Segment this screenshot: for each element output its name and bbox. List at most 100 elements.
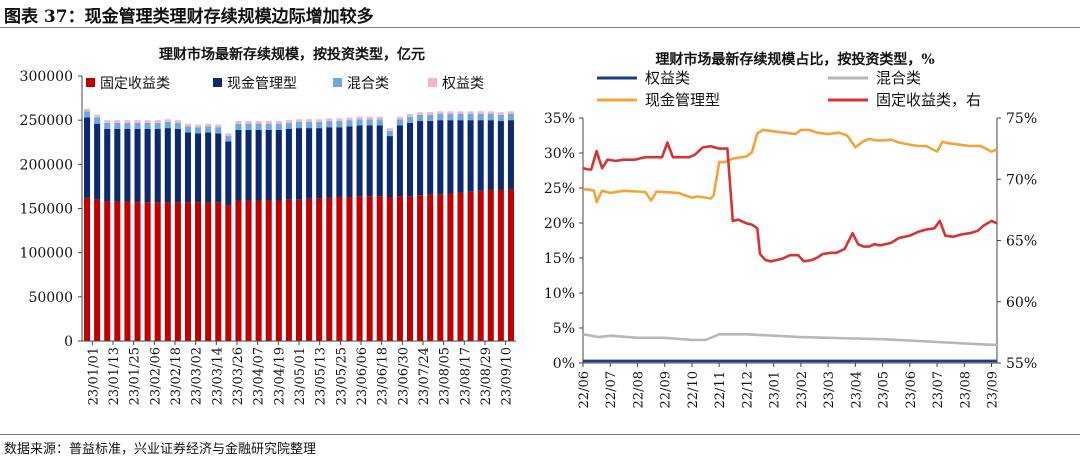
line-left-tick-label: 5%	[553, 321, 575, 337]
bar-legend-swatch	[213, 78, 222, 87]
bar-segment	[255, 129, 262, 201]
bar-x-tick-label: 23/02/18	[169, 347, 184, 405]
bar-legend-label: 现金管理型	[227, 76, 297, 92]
line-right-y-axis: 55% 60% 65% 70% 75%	[997, 111, 1037, 372]
bar-segment	[154, 120, 161, 123]
bar-x-tick-label: 23/04/19	[272, 347, 287, 405]
bar-segment	[497, 189, 504, 341]
bar-y-tick-label: 250000	[20, 113, 73, 129]
bar-segment	[134, 122, 141, 129]
bar-x-tick-label: 23/06/18	[376, 347, 391, 405]
bar-segment	[346, 197, 353, 341]
bar-segment	[396, 119, 403, 126]
bar-segment	[265, 200, 272, 341]
bar-segment	[195, 127, 202, 134]
title-divider	[0, 27, 1080, 28]
line-x-tick-label: 23/02	[795, 371, 810, 408]
bar-segment	[205, 132, 212, 203]
line-series	[582, 332, 997, 347]
bar-segment	[467, 113, 474, 121]
bar-segment	[427, 112, 434, 115]
bar-segment	[386, 130, 393, 137]
bar-segment	[366, 116, 373, 120]
line-x-tick-label: 23/06	[904, 371, 919, 408]
bar-segment	[306, 121, 313, 129]
bar-segment	[164, 121, 171, 129]
bar-x-tick-label: 23/06/30	[396, 347, 411, 405]
bar-segment	[114, 122, 121, 129]
line-left-tick-label: 20%	[544, 216, 575, 232]
bar-x-tick-label: 23/03/26	[231, 347, 246, 405]
line-right-tick-label: 65%	[1006, 234, 1037, 250]
line-chart-title: 理财市场最新存续规模占比，按投资类型，%	[655, 51, 934, 68]
bar-segment	[114, 201, 121, 341]
bar-segment	[477, 190, 484, 341]
line-legend-label: 固定收益类，右	[876, 91, 981, 109]
bar-segment	[255, 123, 262, 130]
bar-segment	[164, 119, 171, 122]
line-right-tick-label: 55%	[1006, 356, 1037, 372]
bar-x-tick-label: 23/03/14	[210, 347, 225, 405]
bar-segment	[144, 120, 151, 123]
bar-segment	[285, 120, 292, 123]
bar-segment	[306, 119, 313, 122]
bar-segment	[427, 121, 434, 195]
bar-segment	[306, 128, 313, 199]
bar-segment	[285, 129, 292, 200]
line-series	[583, 128, 998, 204]
bar-segment	[356, 125, 363, 197]
bar-segment	[195, 124, 202, 128]
bar-segment	[154, 122, 161, 129]
bar-segment	[164, 128, 171, 203]
bar-segment	[487, 113, 494, 121]
bar-segment	[94, 117, 101, 124]
bar-segment	[295, 128, 303, 200]
bar-segment	[84, 117, 91, 198]
figure-title: 图表 37：现金管理类理财存续规模边际增加较多	[4, 7, 374, 27]
bar-segment	[447, 120, 454, 194]
bar-segment	[477, 113, 484, 121]
bar-segment	[205, 123, 212, 127]
bar-x-tick-label: 23/04/07	[252, 347, 267, 405]
bar-x-tick-label: 23/08/17	[458, 347, 473, 405]
bar-segment	[326, 127, 333, 198]
bar-segment	[427, 194, 434, 341]
bar-segment	[124, 201, 131, 341]
bar-segment	[386, 128, 393, 131]
bar-segment	[295, 121, 303, 129]
bar-segment	[184, 126, 192, 133]
bar-x-tick-label: 23/01/13	[107, 347, 122, 405]
bar-segment	[477, 120, 484, 191]
line-x-tick-label: 23/01	[768, 371, 783, 408]
bar-segment	[134, 120, 141, 123]
bar-segment	[225, 204, 232, 341]
bar-segment	[144, 129, 151, 203]
line-x-tick-label: 23/08	[958, 371, 973, 408]
bar-segment	[336, 121, 343, 128]
bar-segment	[215, 124, 222, 128]
bar-segment	[225, 136, 232, 142]
bar-y-tick-label: 0	[64, 334, 73, 350]
bar-segment	[124, 120, 131, 123]
bar-segment	[406, 196, 414, 341]
bar-segment	[285, 199, 292, 341]
bar-segment	[326, 197, 333, 341]
bar-segment	[326, 118, 333, 122]
bar-segment	[205, 126, 212, 133]
bar-y-tick-label: 150000	[20, 202, 73, 218]
bar-segment	[386, 197, 393, 341]
bar-segment	[417, 114, 424, 122]
bar-segment	[104, 122, 111, 129]
bar-segment	[195, 202, 202, 341]
bar-segment	[265, 123, 272, 130]
bar-segment	[134, 129, 141, 203]
bar-legend-label: 混合类	[347, 76, 389, 92]
bar-segment	[417, 195, 424, 341]
bar-segment	[174, 122, 181, 129]
bar-segment	[205, 202, 212, 341]
bar-segment	[184, 132, 192, 203]
bar-segment	[437, 111, 444, 114]
bar-x-tick-label: 23/01/25	[128, 347, 143, 405]
bar-segment	[114, 120, 121, 123]
bar-segment	[174, 129, 181, 203]
